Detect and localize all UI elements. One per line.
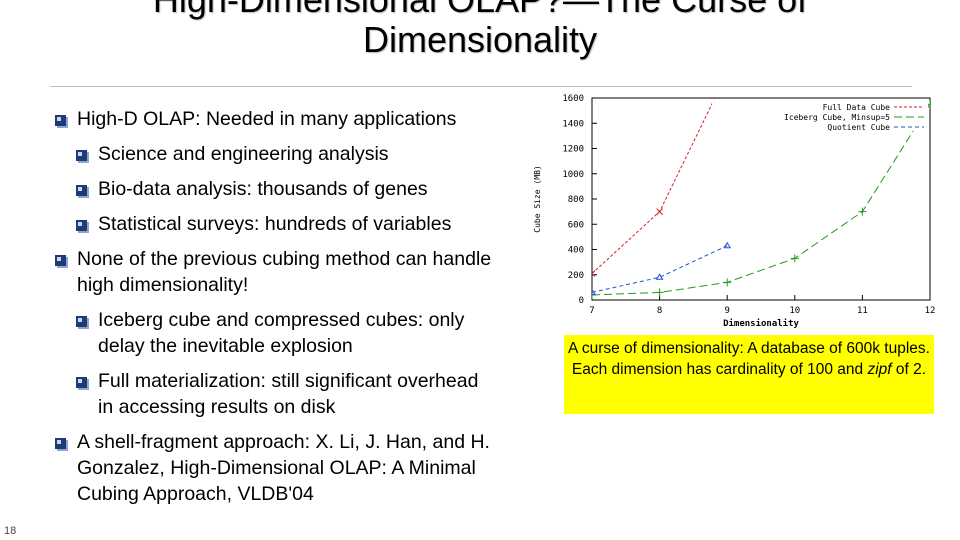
- y-tick-label: 400: [568, 246, 584, 256]
- bullet-marker-icon: [76, 220, 87, 231]
- x-tick-label: 8: [657, 306, 662, 316]
- data-point: [858, 207, 867, 216]
- caption-emphasis: zipf: [867, 361, 892, 378]
- data-point: [592, 288, 596, 295]
- bullet-marker-icon: [76, 185, 87, 196]
- bullet-marker-icon: [76, 377, 87, 388]
- y-tick-label: 1200: [562, 145, 584, 155]
- series-line: [592, 104, 930, 296]
- data-point: [592, 290, 596, 299]
- data-point: [655, 273, 664, 280]
- caption-text: A curse of dimensionality: A database of…: [568, 340, 930, 378]
- legend-box: [712, 99, 928, 131]
- bullet-text: Cubing Approach, VLDB'04: [77, 483, 314, 505]
- data-point: [655, 288, 664, 297]
- bullet-text: High-D OLAP: Needed in many applications: [77, 108, 457, 130]
- bullet-text: Science and engineering analysis: [98, 143, 389, 165]
- bullet-marker-icon: [76, 316, 87, 327]
- bullet-marker-icon: [55, 438, 66, 449]
- caption-text-end: of 2.: [891, 361, 927, 378]
- series-line: [592, 245, 728, 293]
- bullet-marker-icon: [76, 150, 87, 161]
- x-axis-label: Dimensionality: [723, 318, 799, 328]
- series-line: [592, 98, 716, 274]
- slide-title-line-2: Dimensionality: [362, 19, 598, 60]
- y-tick-label: 1600: [562, 94, 584, 104]
- y-axis-label: Cube Size (MB): [533, 165, 542, 232]
- x-tick-label: 10: [789, 306, 800, 316]
- bullet-text: Bio-data analysis: thousands of genes: [98, 178, 428, 200]
- chart-caption: A curse of dimensionality: A database of…: [564, 335, 934, 414]
- y-tick-label: 200: [568, 271, 584, 281]
- slide-number: 18: [4, 525, 17, 537]
- y-tick-label: 1400: [562, 119, 584, 129]
- data-point: [592, 270, 596, 277]
- y-tick-label: 0: [579, 296, 584, 306]
- x-tick-label: 7: [589, 306, 594, 316]
- bullet-text: in accessing results on disk: [98, 396, 336, 418]
- bullet-text: Iceberg cube and compressed cubes: only: [98, 309, 465, 331]
- data-point: [790, 254, 799, 263]
- slide-title: High-Dimensional OLAP?—The Curse of Dime…: [0, 0, 960, 60]
- data-point: [656, 208, 663, 215]
- x-tick-label: 11: [857, 306, 868, 316]
- legend-label: Iceberg Cube, Minsup=5: [784, 113, 890, 122]
- legend-label: Full Data Cube: [823, 103, 891, 112]
- bullet-text: high dimensionality!: [77, 274, 249, 296]
- bullet-text: delay the inevitable explosion: [98, 335, 353, 357]
- bullet-marker-icon: [55, 115, 66, 126]
- y-tick-label: 800: [568, 195, 584, 205]
- data-point: [723, 241, 732, 249]
- bullet-text: Statistical surveys: hundreds of variabl…: [98, 213, 452, 235]
- legend-label: Quotient Cube: [827, 123, 890, 132]
- bullet-text: Full materialization: still significant …: [98, 370, 479, 392]
- title-divider: [50, 86, 912, 87]
- bullet-marker-icon: [55, 255, 66, 266]
- y-tick-label: 1000: [562, 170, 584, 180]
- y-tick-label: 600: [568, 220, 584, 230]
- bullet-text: Gonzalez, High-Dimensional OLAP: A Minim…: [77, 457, 476, 479]
- bullet-text: A shell-fragment approach: X. Li, J. Han…: [77, 431, 490, 453]
- data-point: [723, 278, 732, 287]
- cube-size-chart: 0 200 400 600 800 1000 1200 1400 1600 7 8 9 10 11 12 Di…: [533, 94, 936, 328]
- x-tick-label: 12: [925, 306, 936, 316]
- bullet-text: None of the previous cubing method can h…: [77, 248, 492, 270]
- x-tick-label: 9: [724, 306, 729, 316]
- slide-title-line-1: High-Dimensional OLAP?—The Curse of: [0, 0, 960, 20]
